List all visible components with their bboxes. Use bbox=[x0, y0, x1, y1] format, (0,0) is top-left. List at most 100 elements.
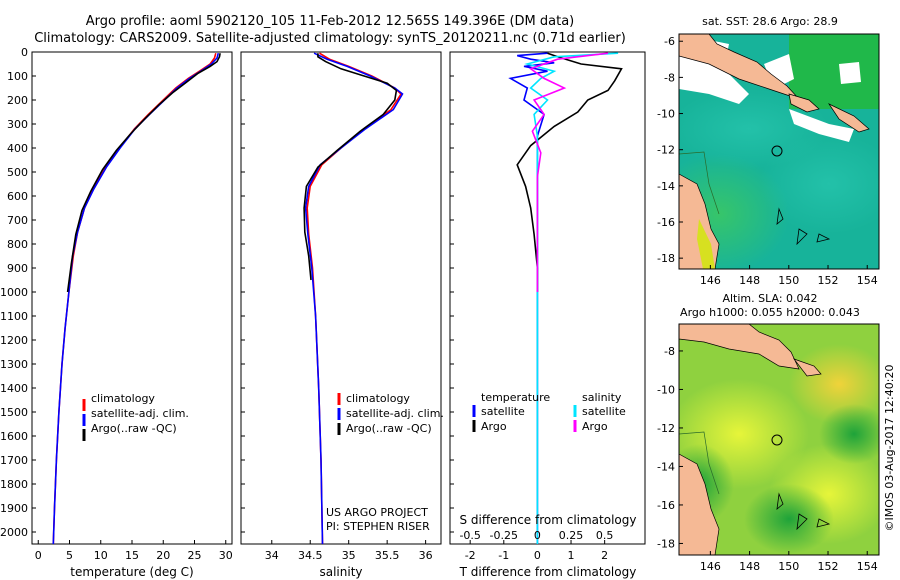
sst-axes: 146 148 150 152 154 -6 -8 -10 -12 -14 -16 -18 bbox=[657, 35, 878, 287]
salinity-panel: 34 34.5 35 35.5 36 salinity climatology sate… bbox=[240, 51, 444, 579]
series-line-argo-raw-qc- bbox=[66, 53, 221, 293]
coastal-warm-water bbox=[697, 219, 715, 269]
legend-salinity-title: salinity bbox=[582, 391, 622, 404]
reef-outlines bbox=[776, 207, 831, 246]
x-tick-label: 25 bbox=[188, 549, 202, 562]
depth-tick-label: 500 bbox=[7, 166, 28, 179]
depth-tick-label: 100 bbox=[7, 70, 28, 83]
depth-tick-label: 1800 bbox=[0, 478, 28, 491]
title-line-1: Argo profile: aoml 5902120_105 11-Feb-20… bbox=[86, 14, 575, 29]
depth-tick-label: 2000 bbox=[0, 526, 28, 539]
lon-tick-label: 150 bbox=[778, 274, 799, 287]
depth-tick-label: 700 bbox=[7, 214, 28, 227]
lon-tick-label: 152 bbox=[818, 560, 839, 573]
x-tick-label: 0 bbox=[35, 549, 42, 562]
lon-tick-label: 146 bbox=[700, 274, 721, 287]
project-annotation: US ARGO PROJECT bbox=[326, 506, 428, 519]
depth-tick-label: 900 bbox=[7, 262, 28, 275]
depth-tick-label: 1200 bbox=[0, 334, 28, 347]
legend-s-satellite: satellite bbox=[582, 405, 626, 418]
lat-tick-label: -14 bbox=[657, 180, 675, 193]
difference-panel: -2 -1 0 1 2 T difference from climatology S … bbox=[449, 51, 646, 579]
difference-series bbox=[508, 52, 623, 544]
x-tick-label: 1 bbox=[568, 549, 575, 562]
lon-tick-label: 152 bbox=[818, 274, 839, 287]
series-line-argo-raw-qc- bbox=[303, 53, 398, 281]
temperature-series bbox=[52, 52, 221, 545]
temperature-x-label: temperature (deg C) bbox=[70, 565, 193, 579]
depth-tick-label: 0 bbox=[21, 46, 28, 59]
island-land bbox=[793, 358, 822, 377]
island-land bbox=[828, 103, 870, 133]
australia-land bbox=[679, 453, 720, 555]
lat-tick-label: -18 bbox=[657, 252, 675, 265]
legend-s-argo: Argo bbox=[582, 420, 608, 433]
lon-tick-label: 148 bbox=[739, 274, 760, 287]
depth-tick-label: 1300 bbox=[0, 358, 28, 371]
x-tick-label: 5 bbox=[66, 549, 73, 562]
lat-tick-label: -16 bbox=[657, 216, 675, 229]
series-line-satellite-adj-clim- bbox=[304, 52, 404, 545]
s-tick-label: 0.5 bbox=[596, 529, 614, 542]
sla-high-patch bbox=[789, 344, 879, 424]
x-tick-label: -2 bbox=[465, 549, 476, 562]
difference-legend: temperature satellite Argo salinity sate… bbox=[472, 391, 626, 433]
lat-tick-label: -12 bbox=[657, 422, 675, 435]
legend-climatology: climatology bbox=[91, 392, 155, 405]
footer-credit: ©IMOS 03-Aug-2017 12:40:20 bbox=[883, 365, 896, 532]
lon-tick-label: 154 bbox=[857, 274, 878, 287]
sst-map: sat. SST: 28.6 Argo: 28.9 bbox=[657, 15, 880, 287]
depth-tick-label: 200 bbox=[7, 94, 28, 107]
s-tick-label: -0.5 bbox=[459, 529, 480, 542]
lat-tick-label: -14 bbox=[657, 460, 675, 473]
depth-tick-label: 1500 bbox=[0, 406, 28, 419]
lat-tick-label: -12 bbox=[657, 144, 675, 157]
depth-tick-label: 1600 bbox=[0, 430, 28, 443]
x-tick-label: 2 bbox=[601, 549, 608, 562]
s-tick-label: 0 bbox=[534, 529, 541, 542]
salinity-legend: climatology satellite-adj. clim. Argo(..… bbox=[337, 392, 444, 435]
island-land bbox=[788, 93, 820, 113]
s-difference-ticks: -0.5 -0.25 0 0.25 0.5 bbox=[459, 529, 613, 542]
legend-satellite: satellite-adj. clim. bbox=[346, 407, 444, 420]
legend-temperature-title: temperature bbox=[481, 391, 550, 404]
s-tick-label: -0.25 bbox=[490, 529, 518, 542]
sla-map-title: Altim. SLA: 0.042 bbox=[722, 292, 817, 305]
sla-map-area bbox=[679, 324, 879, 555]
s-tick-label: 0.25 bbox=[559, 529, 584, 542]
series-line-s-argo bbox=[528, 52, 609, 292]
x-tick-label: -1 bbox=[498, 549, 509, 562]
lat-tick-label: -8 bbox=[664, 71, 675, 84]
sst-map-title: sat. SST: 28.6 Argo: 28.9 bbox=[702, 15, 838, 28]
x-tick-label: 20 bbox=[156, 549, 170, 562]
new-guinea-land bbox=[679, 34, 800, 100]
salinity-x-label: salinity bbox=[319, 565, 362, 579]
series-line-climatology bbox=[52, 52, 217, 545]
t-difference-label: T difference from climatology bbox=[459, 565, 637, 579]
x-tick-label: 35.5 bbox=[375, 549, 400, 562]
sla-map-subtitle: Argo h1000: 0.055 h2000: 0.043 bbox=[680, 306, 860, 319]
sla-axes: 146 148 150 152 154 -8 -10 -12 -14 -16 -18 bbox=[657, 345, 878, 573]
series-line-t-argo bbox=[516, 52, 623, 292]
depth-tick-label: 1100 bbox=[0, 310, 28, 323]
sst-map-area bbox=[679, 34, 879, 269]
temperature-panel: 0100200300400500600700800900100011001200… bbox=[0, 46, 233, 579]
salinity-series bbox=[303, 52, 404, 545]
sst-frame bbox=[678, 33, 880, 270]
legend-climatology: climatology bbox=[346, 392, 410, 405]
new-guinea-land bbox=[679, 324, 800, 370]
difference-x-axis: -2 -1 0 1 2 bbox=[450, 51, 608, 562]
title-line-2: Climatology: CARS2009. Satellite-adjuste… bbox=[34, 31, 626, 46]
depth-tick-label: 1000 bbox=[0, 286, 28, 299]
depth-tick-label: 600 bbox=[7, 190, 28, 203]
series-line-t-satellite bbox=[508, 52, 555, 544]
sla-low-patch bbox=[819, 404, 879, 464]
legend-argo: Argo(..raw -QC) bbox=[91, 422, 177, 435]
reef-outlines bbox=[776, 492, 831, 531]
depth-tick-label: 1700 bbox=[0, 454, 28, 467]
legend-t-argo: Argo bbox=[481, 420, 507, 433]
lon-tick-label: 150 bbox=[778, 560, 799, 573]
lon-tick-label: 146 bbox=[700, 560, 721, 573]
x-tick-label: 0 bbox=[534, 549, 541, 562]
series-line-s-satellite bbox=[524, 52, 619, 544]
